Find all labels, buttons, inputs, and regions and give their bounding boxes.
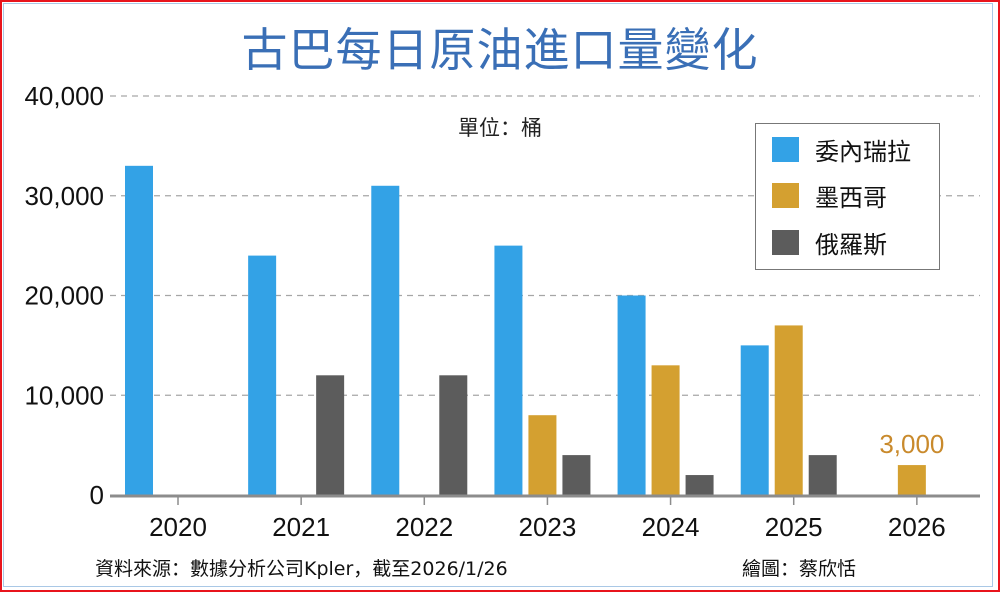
- bar-俄羅斯-2022: [439, 375, 468, 495]
- source-note: 資料來源：數據分析公司Kpler，截至2026/1/26: [95, 558, 508, 580]
- x-tick-label: 2025: [765, 512, 823, 542]
- bar-墨西哥-2023: [528, 415, 557, 495]
- bar-俄羅斯-2025: [808, 455, 837, 495]
- legend-swatch-mexico: [772, 182, 799, 208]
- x-tick-label: 2020: [149, 512, 207, 542]
- bar-俄羅斯-2024: [685, 475, 714, 495]
- bar-俄羅斯-2021: [316, 375, 345, 495]
- y-tick-label: 20,000: [24, 281, 104, 311]
- legend-label: 墨西哥: [815, 183, 887, 212]
- legend-swatch-venezuela: [772, 136, 799, 162]
- bar-委內瑞拉-2024: [617, 295, 646, 495]
- x-tick-label: 2022: [395, 512, 453, 542]
- bar-委內瑞拉-2020: [125, 165, 153, 495]
- legend-swatch-russia: [772, 229, 799, 255]
- y-tick-label: 30,000: [24, 181, 104, 211]
- unit-label: 單位：桶: [458, 116, 542, 140]
- x-tick-label: 2026: [888, 512, 946, 542]
- legend-label: 委內瑞拉: [815, 137, 911, 166]
- bar-墨西哥-2025: [774, 325, 803, 495]
- bar-墨西哥-2026: [897, 465, 926, 495]
- bar-委內瑞拉-2025: [740, 345, 769, 495]
- bar-委內瑞拉-2023: [494, 245, 523, 495]
- y-tick-label: 0: [90, 480, 104, 510]
- y-tick-label: 40,000: [24, 81, 104, 111]
- x-tick-label: 2024: [642, 512, 700, 542]
- bar-墨西哥-2024: [651, 365, 680, 495]
- legend-item-mexico: 墨西哥: [772, 180, 887, 212]
- x-tick-label: 2023: [519, 512, 577, 542]
- inner-frame: [3, 3, 993, 587]
- legend: 委內瑞拉 墨西哥 俄羅斯: [755, 123, 940, 270]
- credit-note: 繪圖：蔡欣恬: [742, 558, 857, 580]
- x-tick-label: 2021: [272, 512, 330, 542]
- data-label: 3,000: [879, 429, 944, 459]
- legend-label: 俄羅斯: [815, 230, 887, 259]
- y-tick-label: 10,000: [24, 380, 104, 410]
- bar-委內瑞拉-2021: [248, 255, 277, 495]
- bar-委內瑞拉-2022: [371, 185, 400, 495]
- chart-title: 古巴每日原油進口量變化: [241, 23, 759, 77]
- bar-俄羅斯-2023: [562, 455, 591, 495]
- legend-item-venezuela: 委內瑞拉: [772, 134, 911, 166]
- legend-item-russia: 俄羅斯: [772, 227, 887, 259]
